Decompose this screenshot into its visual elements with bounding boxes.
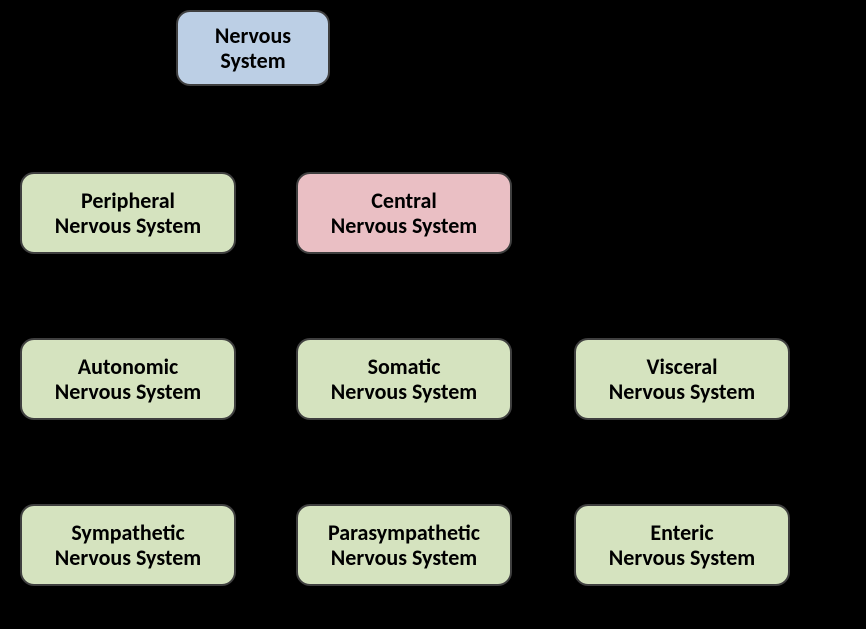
node-label: AutonomicNervous System [55, 354, 201, 405]
node-parasympathetic: ParasympatheticNervous System [296, 504, 512, 586]
node-autonomic: AutonomicNervous System [20, 338, 236, 420]
diagram-stage: NervousSystem PeripheralNervous System C… [0, 0, 866, 629]
node-visceral: VisceralNervous System [574, 338, 790, 420]
node-somatic: SomaticNervous System [296, 338, 512, 420]
node-label: CentralNervous System [331, 188, 477, 239]
node-label: SympatheticNervous System [55, 520, 201, 571]
node-label: VisceralNervous System [609, 354, 755, 405]
node-sympathetic: SympatheticNervous System [20, 504, 236, 586]
node-label: SomaticNervous System [331, 354, 477, 405]
node-label: ParasympatheticNervous System [328, 520, 480, 571]
node-central: CentralNervous System [296, 172, 512, 254]
node-label: NervousSystem [215, 23, 291, 74]
node-label: EntericNervous System [609, 520, 755, 571]
node-label: PeripheralNervous System [55, 188, 201, 239]
node-enteric: EntericNervous System [574, 504, 790, 586]
node-root: NervousSystem [176, 10, 330, 86]
node-peripheral: PeripheralNervous System [20, 172, 236, 254]
